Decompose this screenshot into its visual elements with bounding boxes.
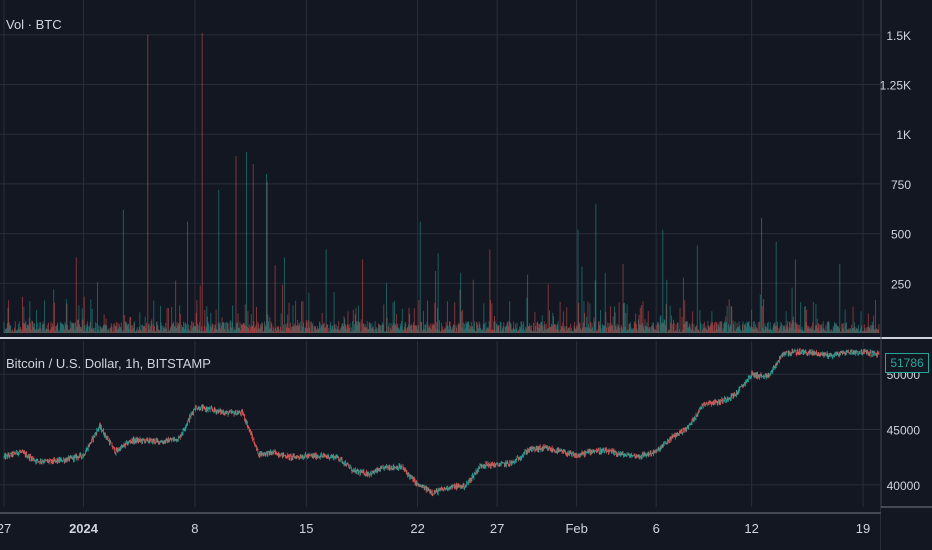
volume-pane-title: Vol · BTC bbox=[6, 17, 62, 32]
time-tick-label: 27 bbox=[0, 521, 11, 536]
price-grid bbox=[0, 341, 880, 507]
volume-y-tick-label: 1.5K bbox=[886, 29, 911, 43]
time-tick-label: 27 bbox=[490, 521, 504, 536]
time-tick-label: 15 bbox=[299, 521, 313, 536]
volume-grid bbox=[0, 0, 880, 333]
volume-y-tick-label: 250 bbox=[891, 277, 911, 291]
price-pane-title: Bitcoin / U.S. Dollar, 1h, BITSTAMP bbox=[6, 356, 211, 371]
time-tick-label: 2024 bbox=[69, 521, 99, 536]
time-tick-label: Feb bbox=[565, 521, 587, 536]
time-tick-label: 22 bbox=[410, 521, 424, 536]
time-tick-label: 8 bbox=[191, 521, 198, 536]
volume-bars bbox=[3, 32, 880, 333]
time-tick-label: 12 bbox=[744, 521, 758, 536]
price-candles bbox=[3, 347, 880, 497]
price-y-tick-label: 45000 bbox=[887, 424, 921, 438]
time-tick-label: 19 bbox=[856, 521, 870, 536]
volume-y-tick-label: 1.25K bbox=[880, 79, 911, 93]
volume-y-tick-label: 500 bbox=[891, 228, 911, 242]
axis-corner bbox=[881, 507, 932, 550]
price-y-tick-label: 40000 bbox=[887, 479, 921, 493]
time-axis[interactable]: 27 2024 8 15 22 27 Feb 6 12 19 bbox=[0, 521, 870, 536]
volume-y-axis[interactable]: 250 500 750 1K 1.25K 1.5K bbox=[880, 29, 912, 291]
last-price-badge: 51786 bbox=[885, 353, 929, 373]
volume-y-tick-label: 750 bbox=[891, 178, 911, 192]
volume-y-tick-label: 1K bbox=[896, 128, 911, 142]
time-tick-label: 6 bbox=[653, 521, 660, 536]
